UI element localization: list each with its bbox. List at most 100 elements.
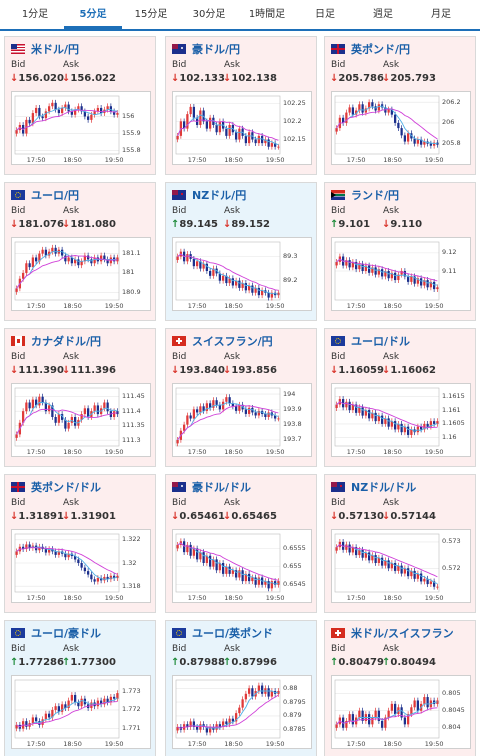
card-title[interactable]: 豪ドル/円 — [172, 41, 240, 57]
candle — [264, 581, 267, 585]
pair-name[interactable]: 英ポンド/ドル — [31, 481, 102, 494]
currency-card[interactable]: カナダドル/円 Bid Ask ↓111.390 ↓111.396 111.45 111.4… — [4, 328, 156, 467]
price-chart[interactable]: 0.88 0.8795 0.879 0.8785 17:50 18:50 19:50 — [172, 675, 312, 749]
price-chart[interactable]: 156 155.9 155.8 17:50 18:50 19:50 — [11, 91, 151, 165]
gb-flag-icon — [11, 482, 25, 492]
currency-card[interactable]: NZドル/円 Bid Ask ↑89.145 ↓89.152 89.3 89.2 17:50 1… — [165, 182, 317, 321]
candle — [60, 414, 64, 420]
candle — [270, 581, 274, 589]
pair-name[interactable]: ユーロ/ドル — [351, 335, 411, 348]
card-title[interactable]: カナダドル/円 — [11, 333, 101, 349]
pair-name[interactable]: 米ドル/円 — [31, 43, 80, 56]
candle — [189, 106, 192, 115]
card-title[interactable]: 米ドル/円 — [11, 41, 79, 57]
currency-card[interactable]: ランド/円 Bid Ask ↑9.101 ↓9.110 9.12 9.11 17:50 18:5… — [324, 182, 476, 321]
card-title[interactable]: NZドル/ドル — [331, 479, 416, 495]
price-chart[interactable]: 1.1615 1.161 1.1605 1.16 17:50 18:50 19:50 — [331, 383, 471, 457]
arrow-down-icon: ↓ — [382, 219, 391, 230]
currency-card[interactable]: スイスフラン/円 Bid Ask ↓193.840 ↓193.856 194 193.9 19… — [165, 328, 317, 467]
price-chart[interactable]: 0.573 0.572 17:50 18:50 19:50 — [331, 529, 471, 603]
price-chart[interactable]: 1.773 1.772 1.771 17:50 18:50 19:50 — [11, 675, 151, 749]
candle — [419, 573, 423, 582]
pair-name[interactable]: カナダドル/円 — [31, 335, 102, 348]
ask-value: ↓102.138 — [223, 73, 277, 84]
card-title[interactable]: ユーロ/円 — [11, 187, 79, 203]
price-chart[interactable]: 89.3 89.2 17:50 18:50 19:50 — [172, 237, 312, 311]
currency-card[interactable]: 英ポンド/ドル Bid Ask ↓1.31891 ↓1.31901 1.322 1.32 1.… — [4, 474, 156, 613]
pair-name[interactable]: NZドル/ドル — [351, 481, 417, 494]
pair-name[interactable]: 英ポンド/円 — [351, 43, 411, 56]
price-chart[interactable]: 181.1 181 180.9 17:50 18:50 19:50 — [11, 237, 151, 311]
candle — [403, 271, 407, 277]
tab-4[interactable]: 1時間足 — [248, 9, 286, 20]
arrow-up-icon: ↑ — [330, 219, 339, 230]
y-tick-label: 102.15 — [283, 135, 306, 143]
pair-name[interactable]: 豪ドル/ドル — [192, 481, 252, 494]
candle — [112, 111, 116, 115]
price-chart[interactable]: 0.6555 0.655 0.6545 17:50 18:50 19:50 — [172, 529, 312, 603]
x-tick-label: 19:50 — [265, 448, 285, 456]
price-chart[interactable]: 111.45 111.4 111.35 111.3 17:50 18:50 19:50 — [11, 383, 151, 457]
candle — [260, 290, 264, 296]
chart-plot — [14, 95, 120, 155]
tab-7[interactable]: 月足 — [431, 9, 451, 20]
candle — [234, 570, 238, 578]
price-chart[interactable]: 1.322 1.32 1.318 17:50 18:50 19:50 — [11, 529, 151, 603]
price-chart[interactable]: 0.805 0.8045 0.804 17:50 18:50 19:50 — [331, 675, 471, 749]
bid-value: ↓1.31891 — [10, 511, 64, 522]
tab-3[interactable]: 30分足 — [192, 9, 226, 20]
candle — [54, 706, 57, 710]
pair-name[interactable]: スイスフラン/円 — [192, 335, 273, 348]
currency-card[interactable]: 豪ドル/円 Bid Ask ↓102.133 ↓102.138 102.25 102.2 10… — [165, 36, 317, 175]
card-title[interactable]: ランド/円 — [331, 187, 399, 203]
tab-0[interactable]: 1分足 — [21, 9, 49, 20]
pair-name[interactable]: 豪ドル/円 — [192, 43, 241, 56]
card-title[interactable]: 米ドル/スイスフラン — [331, 625, 454, 641]
tab-5[interactable]: 日足 — [315, 9, 335, 20]
card-title[interactable]: 英ポンド/円 — [331, 41, 410, 57]
currency-card[interactable]: 英ポンド/円 Bid Ask ↓205.786 ↓205.793 206.2 206 205.… — [324, 36, 476, 175]
bid-value: ↓156.020 — [10, 73, 64, 84]
candle — [423, 697, 426, 704]
pair-name[interactable]: ユーロ/英ポンド — [192, 627, 274, 640]
x-tick-label: 18:50 — [383, 740, 402, 748]
card-title[interactable]: スイスフラン/円 — [172, 333, 273, 349]
pair-name[interactable]: 米ドル/スイスフラン — [351, 627, 454, 640]
candle — [112, 696, 116, 699]
candle — [241, 570, 244, 582]
price-chart[interactable]: 9.12 9.11 17:50 18:50 19:50 — [331, 237, 471, 311]
candle — [218, 121, 222, 133]
currency-card[interactable]: 米ドル/円 Bid Ask ↓156.020 ↓156.022 156 155.9 155.8… — [4, 36, 156, 175]
bid-label: Bid — [172, 498, 187, 508]
card-title[interactable]: NZドル/円 — [172, 187, 246, 203]
candle — [41, 249, 44, 254]
tab-1[interactable]: 5分足 — [64, 0, 122, 29]
pair-name[interactable]: ランド/円 — [351, 189, 400, 202]
tab-6[interactable]: 週足 — [373, 9, 393, 20]
card-title[interactable]: 豪ドル/ドル — [172, 479, 251, 495]
candle — [354, 404, 358, 413]
pair-name[interactable]: ユーロ/円 — [31, 189, 80, 202]
currency-card[interactable]: 豪ドル/ドル Bid Ask ↓0.65461 ↓0.65465 0.6555 0.655 0… — [165, 474, 317, 613]
chart-plot — [14, 533, 120, 593]
currency-card[interactable]: ユーロ/英ポンド Bid Ask ↑0.87988 ↑0.87996 0.88 0.8795… — [165, 620, 317, 756]
price-chart[interactable]: 102.25 102.2 102.15 17:50 18:50 19:50 — [172, 91, 312, 165]
tab-2[interactable]: 15分足 — [134, 9, 168, 20]
currency-card[interactable]: ユーロ/ドル Bid Ask ↓1.16059 ↓1.16062 1.1615 1.161 1… — [324, 328, 476, 467]
candle — [384, 717, 387, 728]
x-tick-label: 18:50 — [224, 740, 243, 748]
currency-card[interactable]: ユーロ/豪ドル Bid Ask ↑1.77286 ↑1.77300 1.773 1.772 1… — [4, 620, 156, 756]
currency-card[interactable]: ユーロ/円 Bid Ask ↓181.076 ↓181.080 181.1 181 180.9… — [4, 182, 156, 321]
price-chart[interactable]: 194 193.9 193.8 193.7 17:50 18:50 19:50 — [172, 383, 312, 457]
candle — [70, 111, 74, 115]
price-chart[interactable]: 206.2 206 205.8 17:50 18:50 19:50 — [331, 91, 471, 165]
card-title[interactable]: ユーロ/豪ドル — [11, 625, 101, 641]
pair-name[interactable]: ユーロ/豪ドル — [31, 627, 102, 640]
card-title[interactable]: ユーロ/英ポンド — [172, 625, 273, 641]
candle — [277, 581, 280, 585]
pair-name[interactable]: NZドル/円 — [192, 189, 247, 202]
card-title[interactable]: 英ポンド/ドル — [11, 479, 101, 495]
card-title[interactable]: ユーロ/ドル — [331, 333, 410, 349]
currency-card[interactable]: NZドル/ドル Bid Ask ↓0.57130 ↓0.57144 0.573 0.572 1… — [324, 474, 476, 613]
currency-card[interactable]: 米ドル/スイスフラン Bid Ask ↑0.80479 ↑0.80494 0.805 0.8… — [324, 620, 476, 756]
